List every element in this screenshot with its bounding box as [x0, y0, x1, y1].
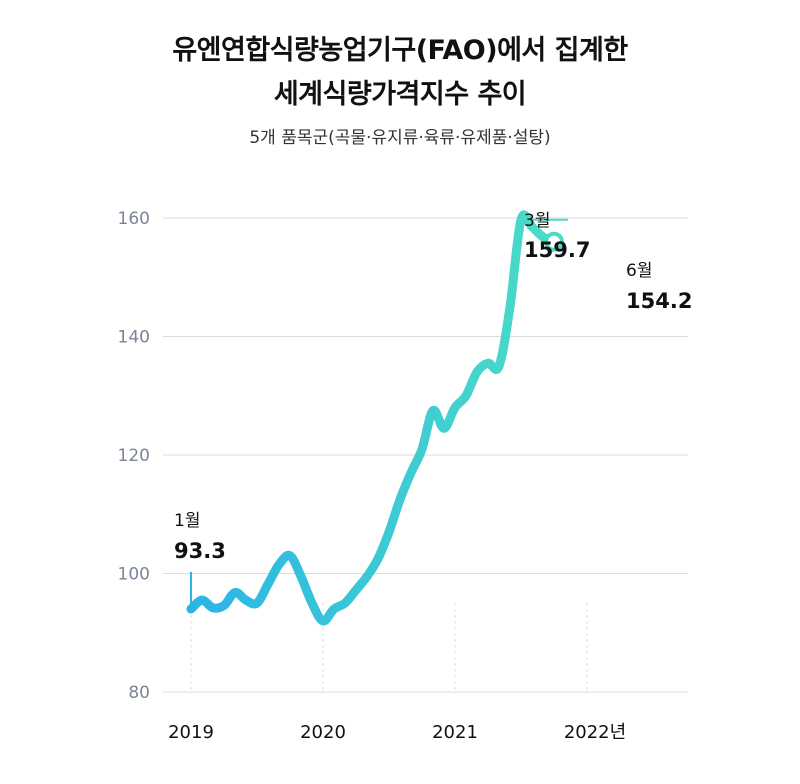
x-tick-label: 2020 [300, 722, 346, 743]
x-tick-label: 2019 [168, 722, 214, 743]
annotation-month-jun: 6월 [626, 261, 652, 281]
annotation-value-jun: 154.2 [626, 289, 692, 313]
y-tick-label: 160 [118, 209, 150, 229]
x-guide-lines [190, 603, 588, 694]
y-axis-ticks: 80 100 120 140 160 [118, 209, 150, 703]
x-axis-ticks: 2019 2020 2021 2022년 [168, 722, 626, 743]
y-tick-label: 80 [128, 683, 150, 703]
x-tick-label: 2021 [432, 722, 478, 743]
series-line [186, 210, 559, 626]
y-tick-label: 120 [118, 446, 150, 466]
end-point-marker [544, 231, 564, 252]
annotation-value-mar: 159.7 [524, 238, 590, 262]
series-group [186, 210, 564, 626]
y-tick-label: 140 [118, 328, 150, 348]
chart-subtitle: 5개 품목군(곡물·유지류·육류·유제품·설탕) [249, 128, 551, 148]
annotation-value-jan: 93.3 [174, 539, 226, 563]
annotation-month-mar: 3월 [524, 211, 550, 231]
annotations: 1월 93.3 3월 159.7 6월 154.2 [174, 211, 692, 604]
grid-lines [163, 217, 688, 693]
annotation-month-jan: 1월 [174, 511, 200, 531]
chart-title-line2: 세계식량가격지수 추이 [273, 79, 527, 110]
chart-title-line1: 유엔연합식량농업기구(FAO)에서 집계한 [172, 35, 628, 66]
x-tick-label: 2022년 [564, 722, 626, 743]
y-tick-label: 100 [118, 565, 150, 585]
